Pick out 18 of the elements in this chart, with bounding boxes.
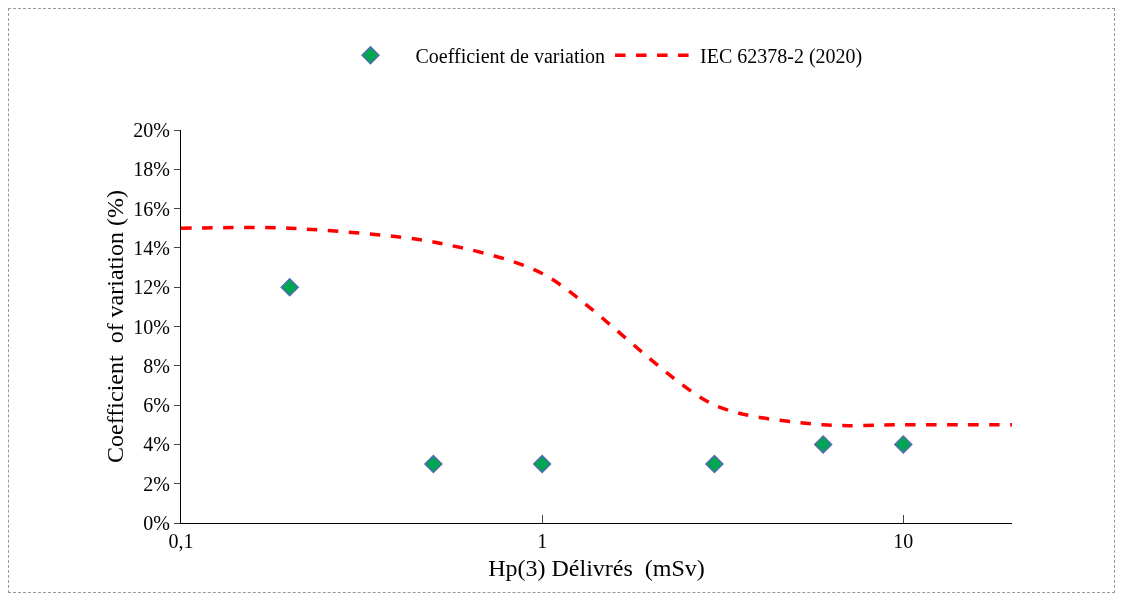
legend-label: IEC 62378-2 (2020) — [700, 45, 863, 69]
y-axis-title: Coefficient of variation (%) — [102, 190, 128, 463]
y-tick-label: 16% — [133, 197, 170, 220]
y-tick-label: 18% — [133, 158, 170, 181]
x-tick-label: 10 — [893, 530, 914, 552]
y-tick-label: 14% — [133, 236, 170, 259]
legend-label: Coefficient de variation — [415, 45, 606, 68]
y-tick-label: 0% — [143, 512, 170, 534]
y-tick-label: 8% — [143, 354, 170, 377]
x-tick-label: 1 — [537, 530, 548, 552]
y-tick-label: 4% — [143, 433, 170, 456]
x-tick-label: 0,1 — [168, 530, 194, 552]
y-tick-label: 20% — [133, 119, 170, 141]
y-tick-label: 6% — [143, 394, 170, 417]
x-axis-title: Hp(3) Délivrés (mSv) — [488, 555, 705, 582]
y-tick-label: 12% — [133, 276, 170, 299]
y-tick-label: 2% — [143, 472, 170, 495]
y-tick-label: 10% — [133, 315, 170, 338]
